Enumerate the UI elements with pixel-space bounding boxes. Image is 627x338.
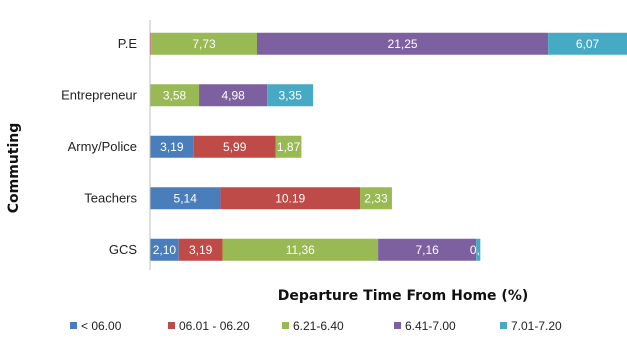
data-label: 2,10 (153, 243, 177, 257)
category-labels: P.E Entrepreneur Army/Police Teachers GCS (61, 36, 138, 257)
bar-segment (360, 187, 392, 210)
data-label: 5,99 (223, 140, 247, 154)
y-axis-title: Commuting (6, 123, 22, 214)
data-label: 11,36 (286, 243, 315, 257)
legend-label: 6.41-7.00 (405, 319, 456, 333)
legend-label: < 06.00 (81, 319, 122, 333)
bar-segment (199, 84, 268, 107)
bar-segment (150, 187, 221, 210)
bar-segment (220, 187, 361, 210)
legend-swatch (500, 322, 507, 329)
category-label: P.E (118, 36, 138, 51)
data-label: 6,07 (576, 37, 600, 51)
bar-segment (548, 32, 627, 55)
legend-swatch (282, 322, 289, 329)
bar-segment (150, 84, 200, 107)
category-label: Entrepreneur (61, 87, 138, 102)
data-label: 3,35 (279, 88, 303, 102)
bar-segment (178, 238, 223, 261)
data-label: 3,19 (189, 243, 213, 257)
legend-label: 6.21-6.40 (293, 319, 344, 333)
bar-segment (193, 135, 276, 158)
data-label: 4,98 (221, 88, 245, 102)
bar-segment (378, 238, 477, 261)
bar-segment (150, 238, 179, 261)
bar-segment (476, 238, 481, 261)
legend-swatch (168, 322, 175, 329)
bar-segment (150, 135, 194, 158)
bar-segment (222, 238, 379, 261)
category-label: Teachers (84, 190, 137, 205)
bar-segment (256, 32, 549, 55)
data-label: 5,14 (174, 191, 198, 205)
data-label: 7,16 (415, 243, 439, 257)
bar-segment (275, 135, 302, 158)
x-axis-title: Departure Time From Home (%) (278, 288, 529, 304)
legend-label: 7.01-7.20 (511, 319, 562, 333)
legend-swatch (70, 322, 77, 329)
data-label: 7,73 (192, 37, 216, 51)
legend-label: 06.01 - 06.20 (179, 319, 250, 333)
legend-swatch (394, 322, 401, 329)
bar-segment (150, 32, 152, 55)
bar-segment (267, 84, 314, 107)
category-label: GCS (109, 242, 138, 257)
data-label: 0,3 (470, 243, 487, 257)
bars-layer: 08 7,73 21,25 6,073,58 4,98 3,353,19 5,99 1,875… (144, 32, 627, 261)
data-label: 3,58 (163, 88, 187, 102)
data-label: 21,25 (388, 37, 418, 51)
data-label: 10.19 (275, 191, 305, 205)
bar-segment (151, 32, 257, 55)
data-label: 1,87 (277, 140, 301, 154)
data-label: 2,33 (364, 191, 388, 205)
data-label: 3,19 (160, 140, 184, 154)
category-label: Army/Police (68, 139, 137, 154)
legend: < 06.00 06.01 - 06.20 6.21-6.40 6.41-7.00 7.… (70, 319, 562, 333)
